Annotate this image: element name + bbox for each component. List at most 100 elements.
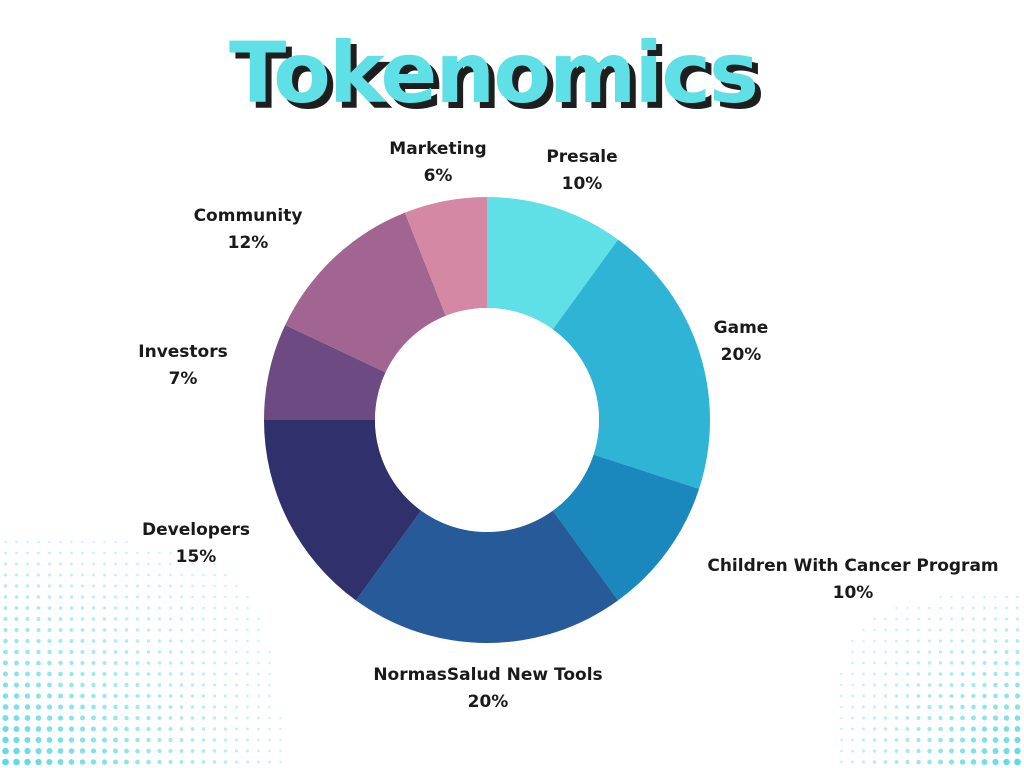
decor-dot (47, 595, 52, 599)
decor-dot (190, 738, 195, 742)
decor-dot (905, 705, 910, 709)
decor-dot (993, 617, 998, 621)
decor-dot (213, 584, 216, 588)
decor-dot (169, 562, 172, 566)
decor-dot (939, 617, 942, 621)
decor-dot (224, 661, 227, 665)
decor-dot (960, 704, 965, 710)
decor-dot (928, 606, 931, 610)
decor-dot (224, 628, 227, 632)
decor-dot (906, 639, 909, 643)
decor-dot (135, 693, 140, 699)
decor-dot (4, 551, 7, 555)
decor-dot (202, 584, 205, 588)
decor-dot (24, 736, 31, 744)
decor-dot (257, 760, 260, 764)
decor-dot (983, 617, 986, 621)
decor-dot (938, 759, 943, 765)
decor-dot (168, 683, 173, 687)
decor-dot (168, 661, 173, 665)
decor-dot (179, 727, 184, 731)
decor-dot (279, 716, 282, 720)
decor-dot (938, 726, 943, 732)
decor-dot (949, 628, 954, 632)
decor-dot (895, 628, 898, 632)
decor-dot (92, 573, 95, 577)
decor-dot (36, 638, 41, 644)
decor-dot (180, 606, 183, 610)
decor-dot (58, 595, 63, 599)
decor-dot (994, 606, 997, 610)
decor-dot (47, 573, 52, 577)
decor-dot (992, 726, 999, 732)
decor-dot (949, 704, 954, 710)
decor-dot (257, 628, 260, 632)
decor-dot (59, 551, 62, 555)
decor-dot (47, 671, 52, 677)
decor-dot (851, 716, 854, 720)
decor-dot (58, 606, 63, 610)
decor-dot (257, 683, 260, 687)
decor-dot (960, 726, 965, 732)
decor-dot (146, 737, 151, 743)
decor-dot (884, 628, 887, 632)
decor-dot (862, 661, 865, 665)
decor-dot (884, 617, 887, 621)
decor-dot (201, 650, 206, 654)
decor-dot (884, 672, 887, 676)
decor-dot (15, 551, 18, 555)
decor-dot (191, 606, 194, 610)
decor-dot (125, 562, 128, 566)
slice-value-presale: 10% (562, 174, 603, 194)
decor-dot (124, 693, 129, 699)
decor-dot (840, 760, 843, 764)
decor-dot (102, 693, 107, 699)
decor-dot (179, 738, 184, 742)
decor-dot (895, 617, 898, 621)
decor-dot (268, 694, 271, 698)
decor-dot (949, 715, 954, 721)
decor-dot (157, 628, 162, 632)
decor-dot (80, 584, 85, 588)
decor-dot (102, 704, 107, 710)
decor-dot (894, 694, 899, 698)
decor-dot (972, 606, 975, 610)
decor-dot (190, 760, 195, 764)
decor-dot (884, 639, 887, 643)
decor-dot (3, 660, 8, 666)
decor-dot (916, 737, 921, 743)
decor-dot (124, 715, 129, 721)
decor-dot (147, 595, 150, 599)
decor-dot (113, 726, 118, 732)
decor-dot (983, 595, 986, 599)
decor-dot (3, 584, 8, 588)
decor-dot (223, 738, 228, 742)
decor-dot (179, 661, 184, 665)
decor-dot (212, 738, 217, 742)
decor-dot (2, 704, 9, 710)
decor-dot (146, 715, 151, 721)
decor-dot (102, 715, 107, 721)
decor-dot (916, 661, 921, 665)
decor-dot (883, 694, 888, 698)
decor-dot (916, 748, 921, 754)
decor-dot (180, 617, 183, 621)
decor-dot (190, 694, 195, 698)
decor-dot (873, 617, 876, 621)
decor-dot (959, 737, 966, 743)
decor-dot (190, 705, 195, 709)
decor-dot (147, 584, 150, 588)
decor-dot (894, 705, 899, 709)
decor-dot (851, 672, 854, 676)
decor-dot (180, 551, 183, 555)
decor-dot (201, 661, 206, 665)
decor-dot (36, 584, 41, 588)
decor-dot (213, 628, 216, 632)
decor-dot (179, 628, 184, 632)
decor-dot (928, 628, 931, 632)
decor-dot (157, 705, 162, 709)
decor-dot (894, 672, 899, 676)
decor-dot (235, 683, 238, 687)
decor-dot (103, 540, 106, 544)
decor-dot (92, 562, 95, 566)
